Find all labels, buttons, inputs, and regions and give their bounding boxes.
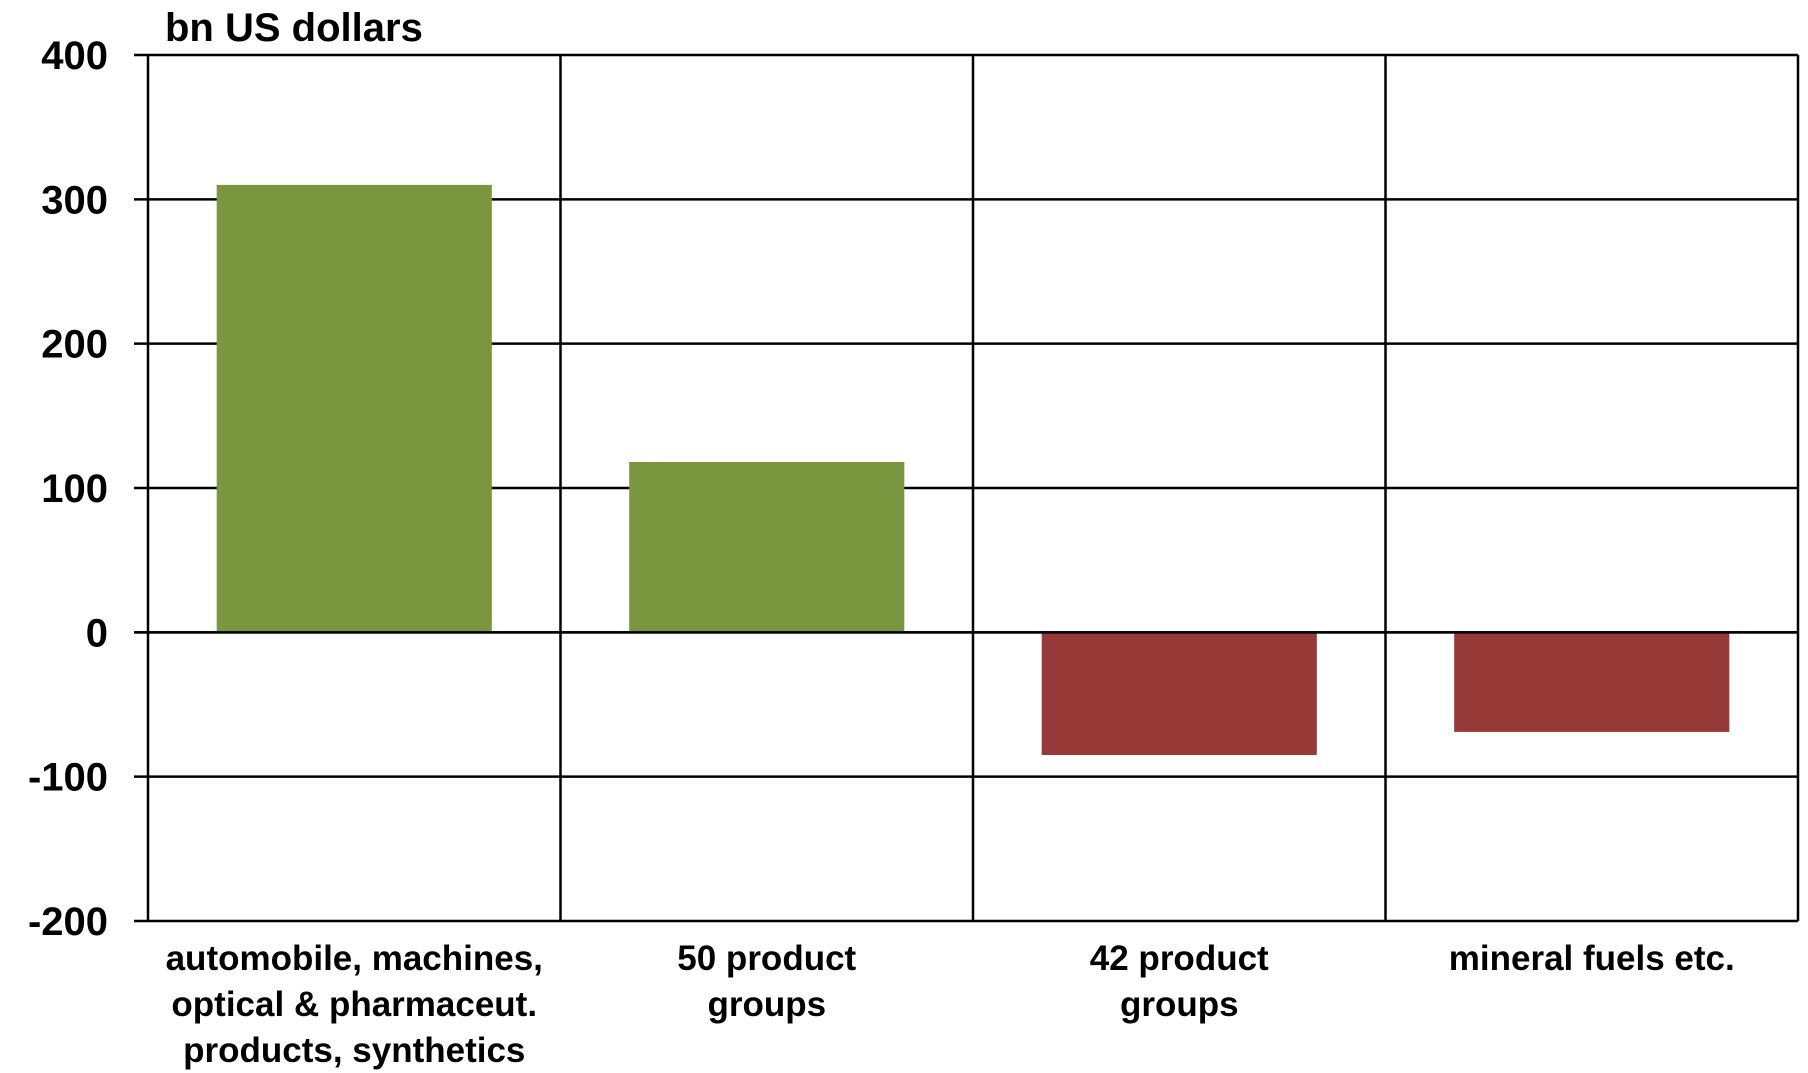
y-tick-label: 0 bbox=[86, 611, 108, 655]
x-category-label: mineral fuels etc. bbox=[1449, 939, 1735, 978]
x-category-labels: automobile, machines, optical & pharmaceu… bbox=[166, 939, 1735, 1070]
y-tick-labels: 400 300 200 100 0 -100 -200 bbox=[28, 34, 108, 944]
y-tick-label: 400 bbox=[41, 34, 108, 78]
y-tick-label: -200 bbox=[28, 900, 108, 944]
y-tick-label: 100 bbox=[41, 467, 108, 511]
y-tick-label: -100 bbox=[28, 756, 108, 800]
bars bbox=[216, 184, 1730, 756]
y-tick-label: 300 bbox=[41, 178, 108, 222]
y-tick-label: 200 bbox=[41, 323, 108, 367]
bar bbox=[629, 462, 905, 633]
axes bbox=[134, 55, 1798, 921]
y-axis-unit-label: bn US dollars bbox=[165, 6, 423, 50]
x-category-label: 42 product groups bbox=[1090, 939, 1269, 1024]
bar bbox=[1454, 632, 1730, 732]
bar bbox=[216, 184, 492, 633]
bar bbox=[1041, 632, 1317, 756]
x-category-label: automobile, machines, optical & pharmaceu… bbox=[166, 939, 543, 1070]
x-category-label: 50 product groups bbox=[677, 939, 856, 1024]
